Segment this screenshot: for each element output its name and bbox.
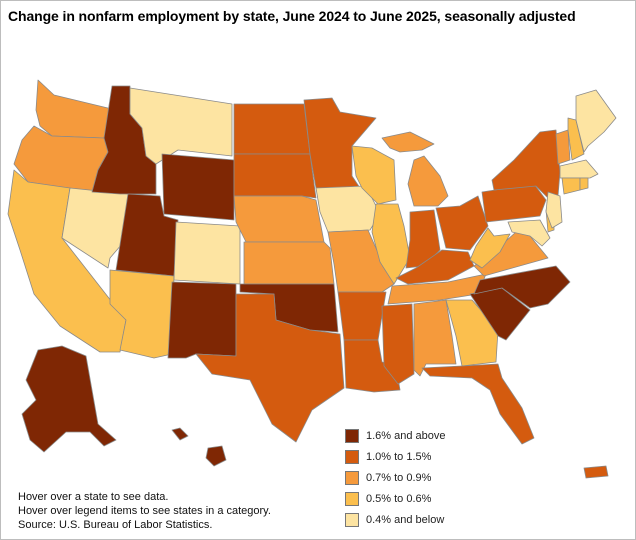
state-pr[interactable] bbox=[583, 465, 609, 479]
hover-state-note: Hover over a state to see data. bbox=[18, 491, 169, 503]
state-ri[interactable] bbox=[579, 177, 589, 191]
legend-label-cat5: 0.4% and below bbox=[366, 513, 445, 526]
state-nc[interactable] bbox=[473, 265, 571, 309]
legend-label-cat2: 1.0% to 1.5% bbox=[366, 450, 432, 463]
state-me[interactable] bbox=[575, 89, 617, 153]
legend-item-cat3[interactable]: 0.7% to 0.9% bbox=[345, 467, 446, 488]
state-wy[interactable] bbox=[161, 153, 235, 221]
state-ca[interactable] bbox=[7, 169, 127, 353]
state-al[interactable] bbox=[413, 299, 457, 377]
legend-item-cat2[interactable]: 1.0% to 1.5% bbox=[345, 446, 446, 467]
state-vt[interactable] bbox=[555, 129, 571, 165]
state-mo[interactable] bbox=[327, 229, 395, 293]
legend-swatch-cat5 bbox=[345, 512, 359, 527]
legend-label-cat4: 0.5% to 0.6% bbox=[366, 492, 432, 505]
state-oh[interactable] bbox=[435, 195, 489, 251]
notes: Hover over a state to see data. Hover ov… bbox=[18, 490, 271, 532]
state-wa[interactable] bbox=[35, 79, 113, 139]
state-ks[interactable] bbox=[243, 241, 335, 285]
state-ak[interactable] bbox=[21, 345, 117, 453]
legend-swatch-cat4 bbox=[345, 491, 359, 506]
state-md[interactable] bbox=[507, 219, 551, 247]
state-ut[interactable] bbox=[115, 193, 179, 277]
legend-swatch-cat3 bbox=[345, 470, 359, 485]
state-nh[interactable] bbox=[567, 117, 585, 161]
legend-item-cat5[interactable]: 0.4% and below bbox=[345, 509, 446, 530]
source-note: Source: U.S. Bureau of Labor Statistics. bbox=[18, 519, 213, 531]
state-co[interactable] bbox=[173, 221, 241, 285]
state-mt[interactable] bbox=[129, 87, 233, 165]
state-ar[interactable] bbox=[337, 291, 387, 341]
state-pa[interactable] bbox=[481, 183, 547, 223]
state-mn[interactable] bbox=[303, 97, 377, 189]
state-wi[interactable] bbox=[351, 145, 397, 205]
state-mi-lower[interactable] bbox=[407, 155, 449, 207]
legend: 1.6% and above 1.0% to 1.5% 0.7% to 0.9%… bbox=[345, 425, 446, 530]
legend-swatch-cat1 bbox=[345, 428, 359, 443]
state-ct[interactable] bbox=[561, 177, 581, 195]
state-nj[interactable] bbox=[545, 191, 563, 229]
legend-label-cat1: 1.6% and above bbox=[366, 429, 446, 442]
state-hi[interactable] bbox=[205, 445, 227, 467]
hover-legend-note: Hover over legend items to see states in… bbox=[18, 505, 271, 517]
state-tx[interactable] bbox=[195, 293, 345, 443]
state-ms[interactable] bbox=[381, 303, 415, 385]
state-nd[interactable] bbox=[233, 103, 311, 155]
state-ny[interactable] bbox=[491, 129, 561, 199]
state-nm[interactable] bbox=[167, 281, 237, 359]
legend-label-cat3: 0.7% to 0.9% bbox=[366, 471, 432, 484]
state-wv[interactable] bbox=[469, 227, 511, 269]
state-ma[interactable] bbox=[559, 159, 599, 179]
state-ne[interactable] bbox=[233, 195, 325, 243]
legend-swatch-cat2 bbox=[345, 449, 359, 464]
state-mi[interactable] bbox=[381, 131, 435, 153]
state-fl[interactable] bbox=[421, 363, 535, 445]
state-sd[interactable] bbox=[233, 153, 317, 199]
legend-item-cat1[interactable]: 1.6% and above bbox=[345, 425, 446, 446]
legend-item-cat4[interactable]: 0.5% to 0.6% bbox=[345, 488, 446, 509]
chart-title: Change in nonfarm employment by state, J… bbox=[8, 8, 576, 24]
state-hi-small[interactable] bbox=[171, 427, 189, 441]
state-il[interactable] bbox=[371, 203, 411, 285]
